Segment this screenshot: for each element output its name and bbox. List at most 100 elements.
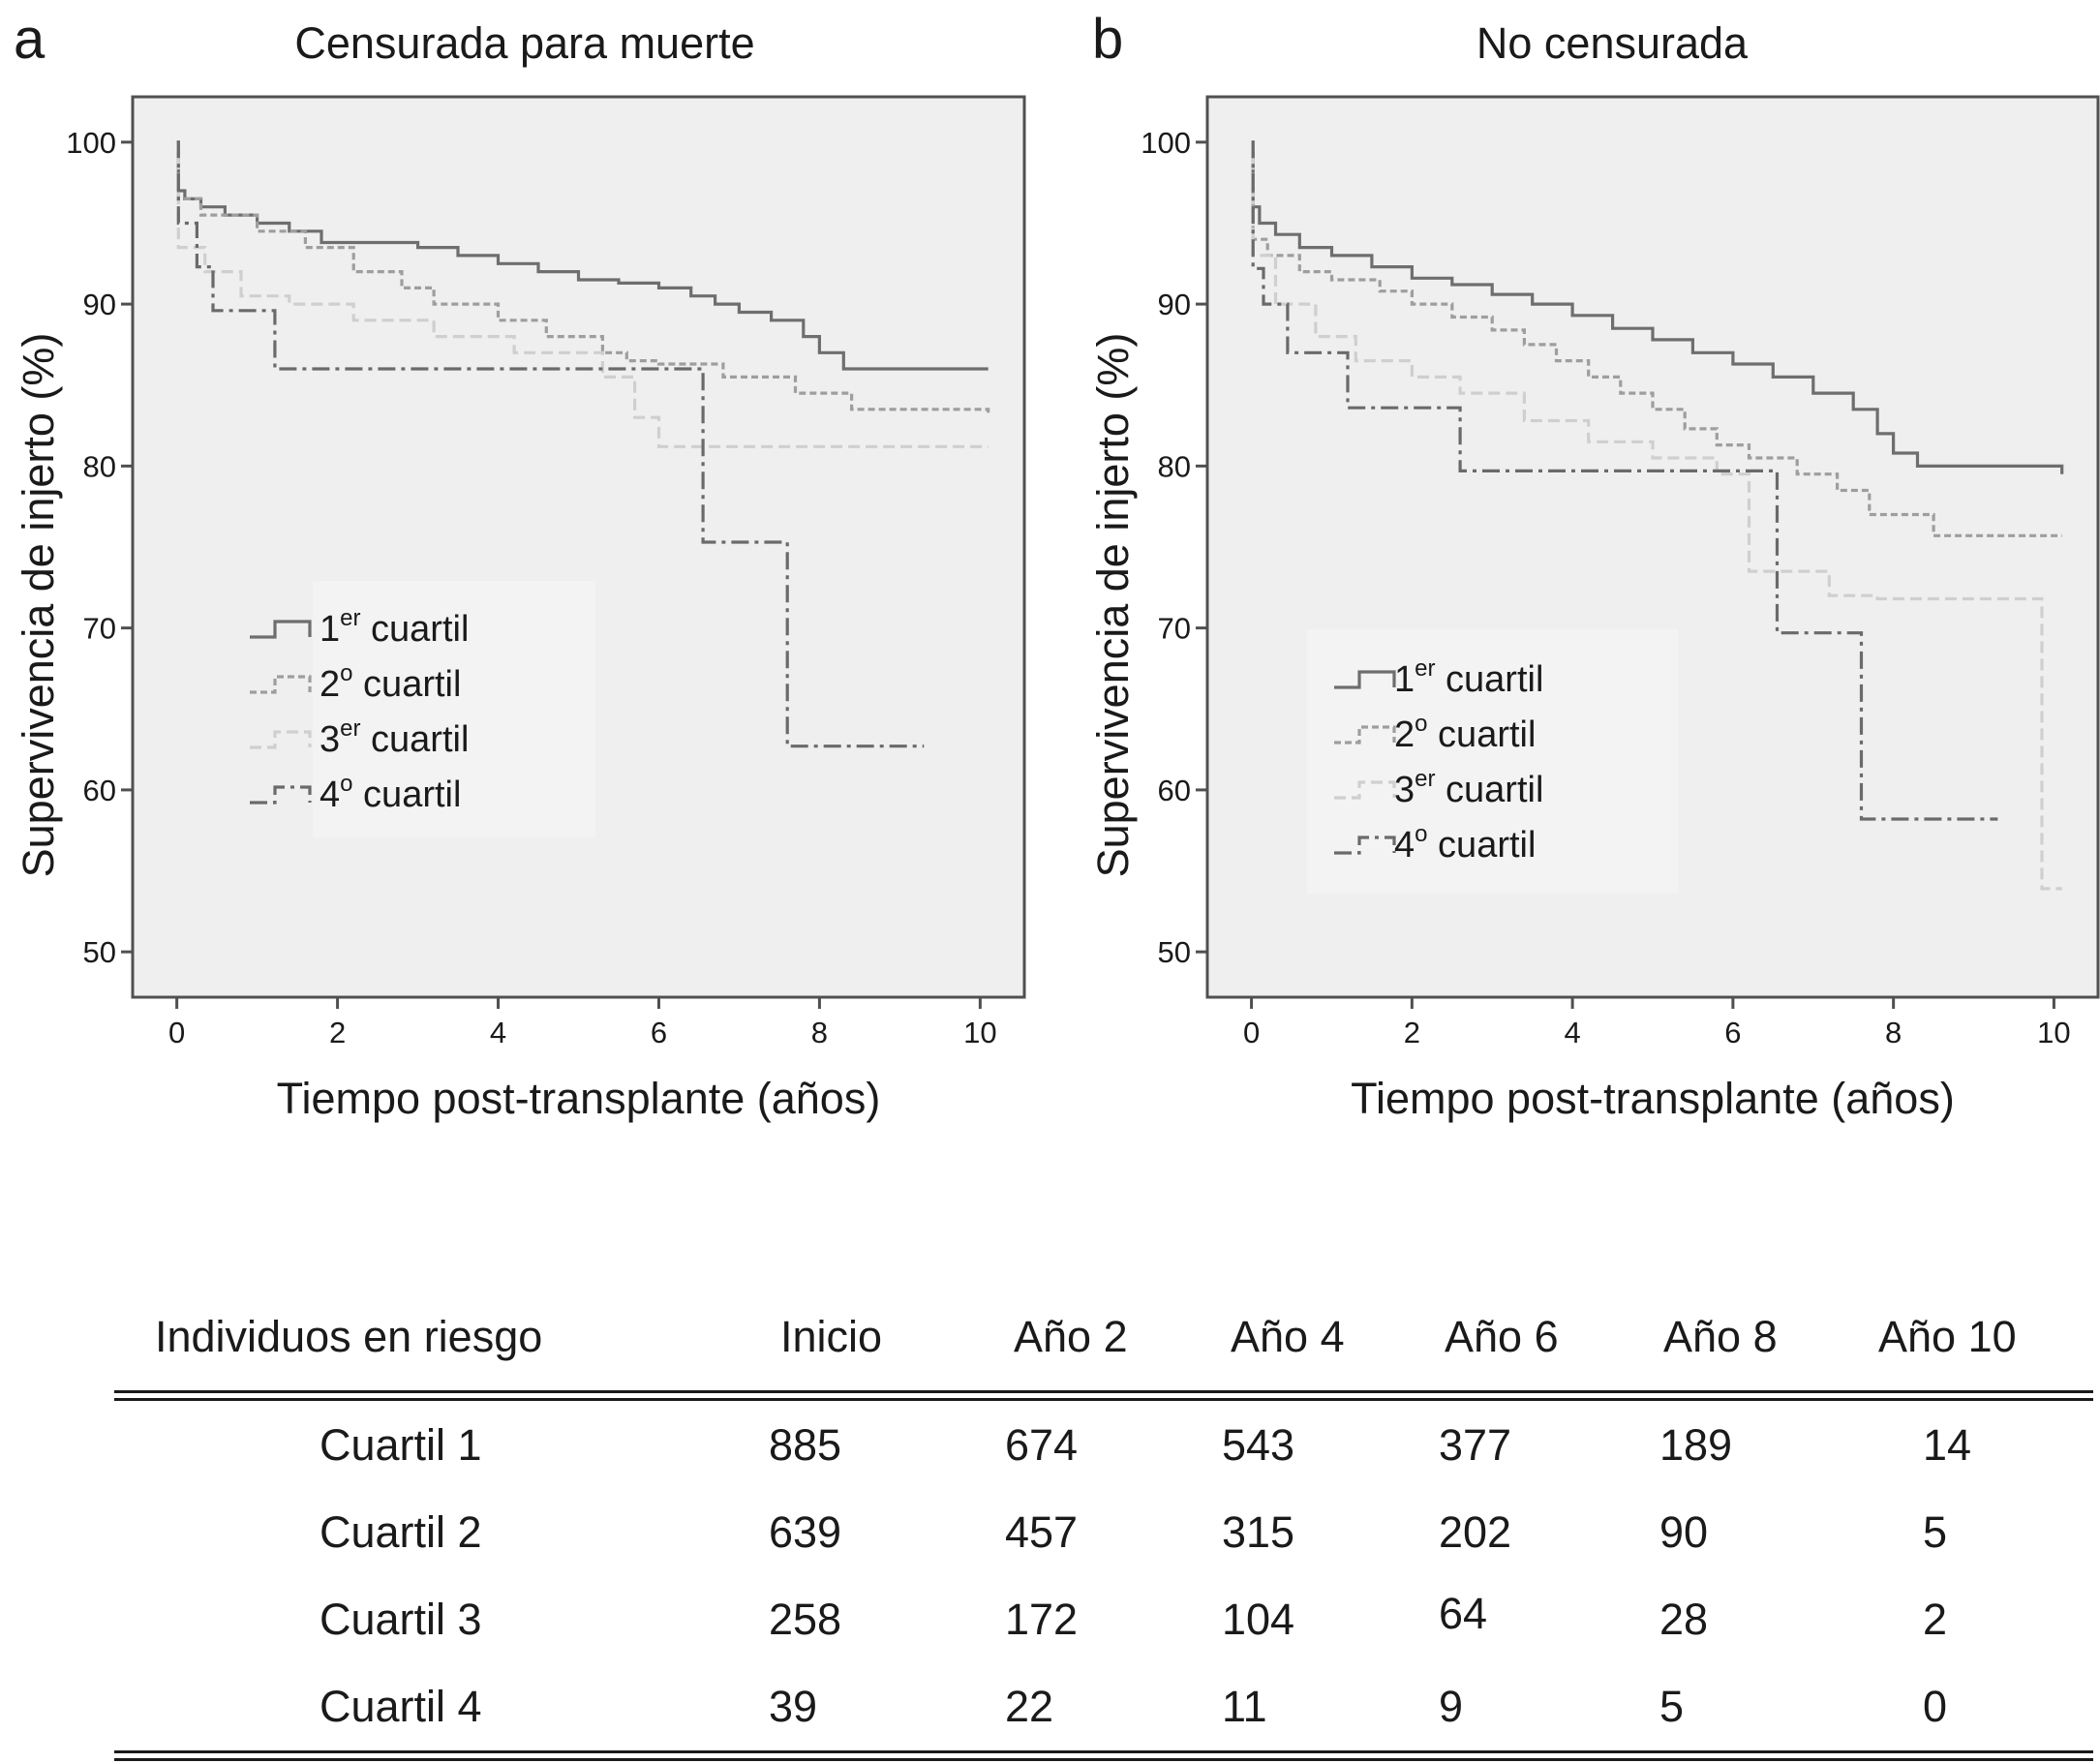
legend-symbol (250, 620, 312, 639)
legend-symbol (250, 730, 312, 749)
risk-row-label: Cuartil 3 (320, 1595, 482, 1644)
legend-entry: 1er cuartil (1394, 655, 1543, 700)
risk-table-col-header: Año 2 (1014, 1312, 1128, 1361)
legend-entry: 4o cuartil (320, 771, 461, 815)
risk-table-col-header: Año 10 (1878, 1312, 2017, 1361)
x-axis-title: Tiempo post-transplante (años) (1351, 1074, 1955, 1123)
panel-letter: b (1092, 8, 1123, 71)
risk-value: 202 (1439, 1507, 1512, 1557)
y-tick-label: 90 (1158, 288, 1191, 321)
chart-title: No censurada (1476, 18, 1749, 68)
risk-value: 5 (1923, 1507, 1948, 1557)
risk-value: 674 (1005, 1420, 1079, 1470)
y-tick-label: 60 (1158, 774, 1191, 807)
km-series-line-3 (176, 140, 989, 448)
risk-value: 2 (1923, 1595, 1948, 1644)
y-tick-label: 100 (66, 126, 116, 160)
legend-symbol (1334, 780, 1396, 800)
risk-value: 11 (1222, 1682, 1267, 1731)
risk-table-top-rule (114, 1390, 2093, 1393)
risk-table-col-header: Año 8 (1663, 1312, 1778, 1361)
km-panel-a: a Censurada para muerte 50 60 70 80 90 100 0 2 4 6 8… (14, 8, 1026, 1123)
risk-value: 189 (1659, 1420, 1733, 1470)
risk-value: 90 (1659, 1507, 1709, 1557)
x-tick-label: 0 (168, 1016, 185, 1049)
x-tick-label: 4 (1564, 1016, 1580, 1049)
legend-entry: 2o cuartil (320, 660, 461, 705)
risk-value: 9 (1439, 1682, 1464, 1731)
x-tick-label: 8 (811, 1016, 828, 1049)
risk-table-row: Cuartil 4 39 22 11 9 5 0 (114, 1682, 2089, 1749)
x-tick-label: 8 (1885, 1016, 1902, 1049)
x-tick-label: 4 (490, 1016, 506, 1049)
risk-value: 104 (1222, 1595, 1295, 1644)
y-tick-label: 80 (1158, 449, 1191, 483)
risk-value: 639 (769, 1507, 842, 1557)
legend-symbol (1334, 670, 1396, 689)
x-tick-label: 6 (1724, 1016, 1741, 1049)
y-tick-label: 100 (1141, 126, 1191, 160)
risk-value: 0 (1923, 1682, 1948, 1731)
plot-area (131, 95, 1026, 999)
y-tick-label: 50 (1158, 935, 1191, 969)
risk-value: 39 (769, 1682, 818, 1731)
risk-table-row: Cuartil 1 885 674 543 377 189 14 (114, 1420, 2089, 1488)
risk-value: 5 (1659, 1682, 1685, 1731)
km-series-line-4 (1251, 140, 1998, 821)
risk-value: 258 (769, 1595, 842, 1644)
risk-table-row: Cuartil 3 258 172 104 64 28 2 (114, 1589, 2089, 1662)
risk-table-top-rule (114, 1398, 2093, 1401)
x-tick-label: 2 (1404, 1016, 1420, 1049)
km-series-line-1 (176, 140, 989, 371)
risk-row-label: Cuartil 1 (320, 1420, 482, 1470)
legend-entry: 2o cuartil (1394, 711, 1536, 755)
risk-value: 885 (769, 1420, 842, 1470)
risk-table-col-header: Año 6 (1445, 1312, 1559, 1361)
risk-value: 22 (1005, 1682, 1054, 1731)
y-axis-title: Supervivencia de injerto (%) (14, 333, 63, 878)
risk-value: 28 (1659, 1595, 1709, 1644)
legend-symbol (1334, 725, 1396, 745)
risk-table-bottom-rule (114, 1758, 2093, 1761)
risk-row-label: Cuartil 2 (320, 1507, 482, 1557)
legend-symbol (250, 675, 312, 694)
legend-entry: 4o cuartil (1394, 821, 1536, 866)
y-tick-label: 60 (83, 774, 116, 807)
y-axis-title: Supervivencia de injerto (%) (1088, 333, 1138, 878)
risk-value: 14 (1923, 1420, 1972, 1470)
legend-box (313, 581, 595, 837)
panel-letter: a (14, 8, 46, 71)
x-tick-label: 10 (2037, 1016, 2070, 1049)
km-series-line-3 (1251, 140, 2062, 891)
km-series-line-2 (1251, 140, 2062, 537)
legend-entry: 3er cuartil (320, 715, 469, 760)
legend-entry: 1er cuartil (320, 605, 469, 650)
risk-row-label: Cuartil 4 (320, 1682, 482, 1731)
y-tick-label: 70 (83, 612, 116, 646)
risk-value: 64 (1439, 1589, 1488, 1638)
y-tick-label: 90 (83, 288, 116, 321)
chart-title: Censurada para muerte (294, 18, 754, 68)
risk-table-col-header: Año 4 (1231, 1312, 1345, 1361)
risk-value: 457 (1005, 1507, 1079, 1557)
y-tick-label: 50 (83, 935, 116, 969)
x-tick-label: 2 (329, 1016, 346, 1049)
risk-table-row: Cuartil 2 639 457 315 202 90 5 (114, 1507, 2089, 1575)
legend-symbol (1334, 836, 1396, 855)
risk-table-col-header: Inicio (780, 1312, 883, 1361)
y-tick-label: 70 (1158, 612, 1191, 646)
km-series-line-1 (1251, 140, 2064, 474)
y-tick-label: 80 (83, 449, 116, 483)
risk-value: 172 (1005, 1595, 1079, 1644)
x-tick-label: 10 (963, 1016, 996, 1049)
risk-value: 315 (1222, 1507, 1295, 1557)
x-axis-title: Tiempo post-transplante (años) (277, 1074, 881, 1123)
legend-symbol (250, 785, 312, 805)
km-panel-b: b No censurada 50 60 70 80 90 100 0 2 4 6 8 10 Tiempo … (1088, 8, 2100, 1123)
risk-table-title: Individuos en riesgo (155, 1312, 543, 1361)
risk-table-bottom-rule (114, 1750, 2093, 1753)
risk-value: 377 (1439, 1420, 1512, 1470)
x-tick-label: 6 (651, 1016, 667, 1049)
legend-entry: 3er cuartil (1394, 766, 1543, 810)
